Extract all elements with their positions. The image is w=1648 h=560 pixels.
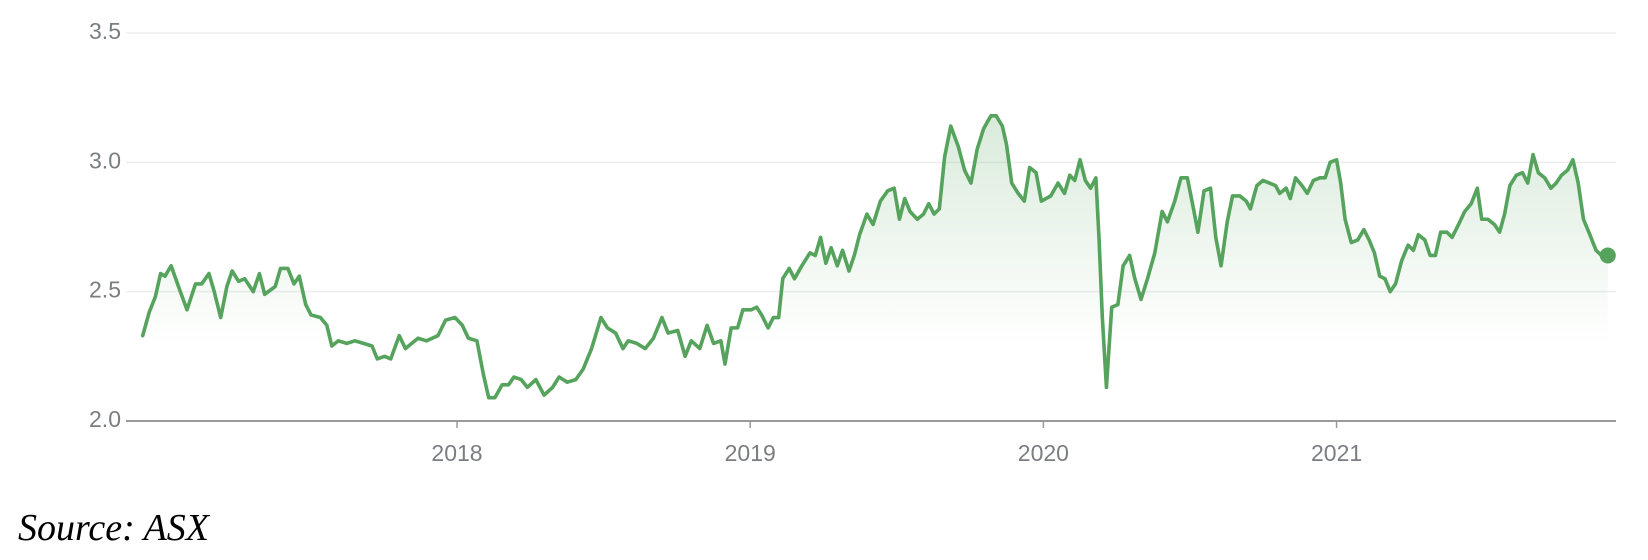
x-tick-label: 2020 (1018, 440, 1069, 466)
axis-labels: 2.0 2.5 3.0 3.5 2018 2019 2020 2021 (89, 18, 1362, 466)
plot-area (140, 113, 1616, 422)
area (142, 115, 1608, 422)
x-tick-label: 2019 (725, 440, 776, 466)
x-tick-label: 2021 (1311, 440, 1362, 466)
last-point (1599, 247, 1616, 264)
y-tick-label: 2.5 (89, 277, 121, 303)
price-line (140, 113, 1610, 400)
x-tick-label: 2018 (431, 440, 482, 466)
source-note: Source: ASX (18, 507, 211, 549)
y-tick-label: 3.0 (89, 147, 121, 173)
y-tick-label: 2.0 (89, 406, 121, 432)
y-tick-label: 3.5 (89, 18, 121, 44)
